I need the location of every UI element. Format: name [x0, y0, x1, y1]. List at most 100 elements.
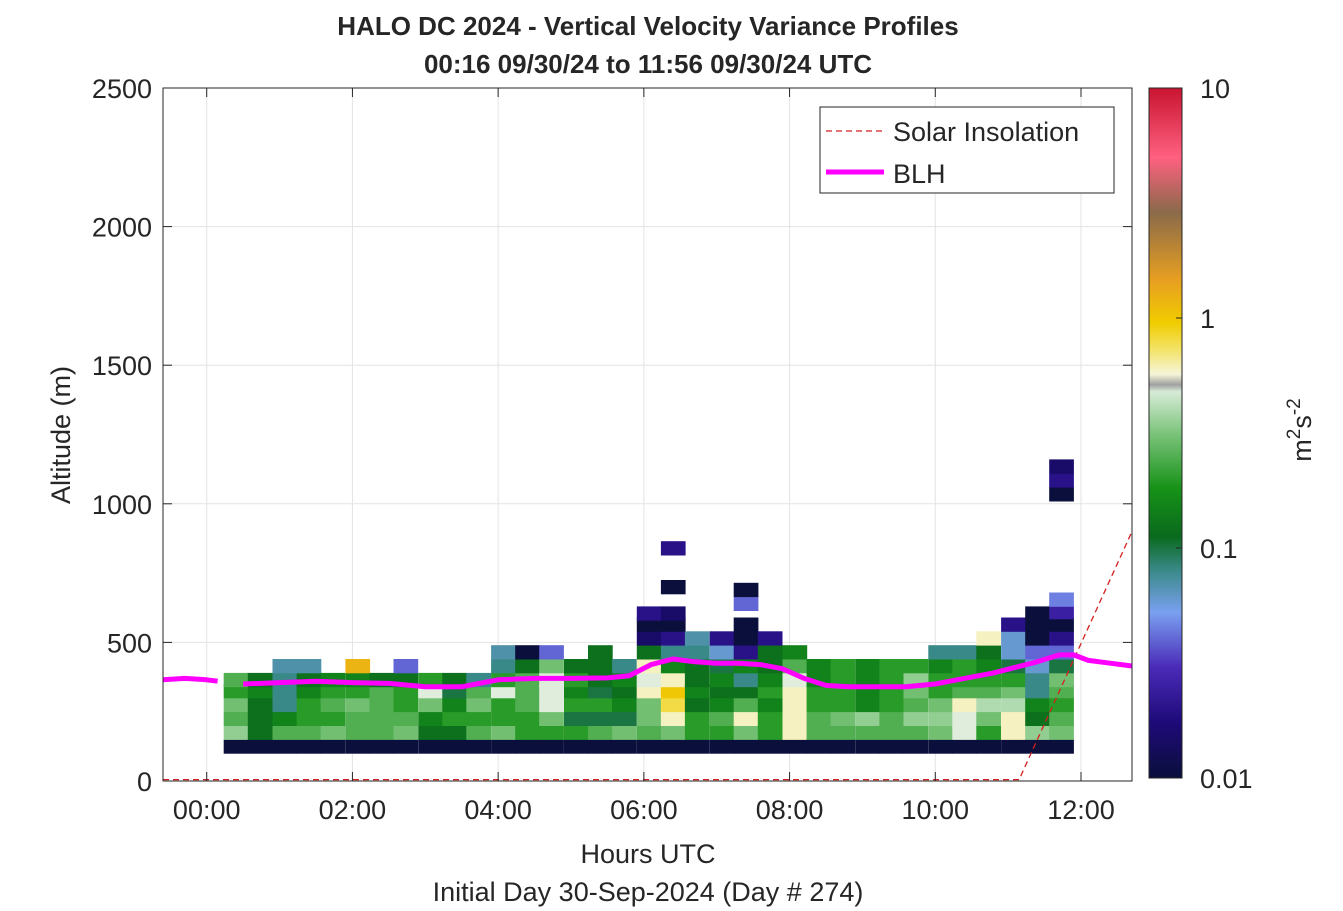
- heatmap-cell: [830, 739, 856, 754]
- heatmap-cell: [1025, 631, 1050, 646]
- heatmap-cells: [223, 459, 1074, 754]
- heatmap-cell: [539, 684, 564, 699]
- heatmap-cell: [345, 659, 371, 674]
- heatmap-cell: [272, 739, 298, 754]
- colorbar: 10 1 0.1 0.01 m2s-2: [1148, 74, 1317, 794]
- heatmap-cell: [928, 645, 953, 660]
- heatmap-cell: [782, 684, 808, 699]
- heatmap-cell: [855, 659, 881, 674]
- heatmap-cell: [296, 711, 322, 726]
- heatmap-cell: [636, 631, 662, 646]
- heatmap-cell: [612, 684, 637, 699]
- x-tick-label: 10:00: [901, 795, 969, 825]
- heatmap-cell: [320, 725, 346, 740]
- heatmap-cell: [733, 631, 759, 646]
- heatmap-cell: [223, 711, 249, 726]
- legend-solar-label: Solar Insolation: [893, 117, 1079, 147]
- heatmap-cell: [636, 606, 662, 621]
- heatmap-cell: [491, 659, 516, 674]
- heatmap-cell: [976, 739, 1001, 754]
- colorbar-gradient: [1148, 87, 1183, 779]
- heatmap-cell: [1025, 606, 1050, 621]
- heatmap-cell: [612, 711, 637, 726]
- heatmap-cell: [952, 645, 977, 660]
- colorbar-ticks: 10 1 0.1 0.01: [1176, 74, 1253, 794]
- x-tick-label: 00:00: [173, 795, 241, 825]
- heatmap-cell: [1049, 459, 1074, 474]
- heatmap-cell: [660, 739, 686, 754]
- heatmap-cell: [1025, 739, 1050, 754]
- heatmap-cell: [879, 725, 905, 740]
- heatmap-cell: [588, 684, 613, 699]
- heatmap-cell: [660, 711, 686, 726]
- x-tick-label: 06:00: [610, 795, 678, 825]
- y-tick-label: 1000: [92, 490, 152, 520]
- heatmap-cell: [1001, 697, 1026, 713]
- heatmap-cell: [928, 697, 953, 713]
- x-tick-label: 12:00: [1047, 795, 1115, 825]
- heatmap-cell: [879, 711, 905, 726]
- heatmap-cell: [1001, 631, 1026, 646]
- heatmap-cell: [272, 659, 298, 674]
- colorbar-tick-label: 10: [1200, 74, 1230, 104]
- heatmap-cell: [442, 739, 467, 754]
- heatmap-cell: [418, 697, 443, 713]
- heatmap-cell: [757, 684, 783, 699]
- heatmap-cell: [684, 739, 710, 754]
- heatmap-cell: [393, 711, 419, 726]
- heatmap-cell: [1025, 617, 1050, 632]
- heatmap-cell: [296, 684, 322, 699]
- heatmap-cell: [903, 725, 929, 740]
- heatmap-cell: [903, 739, 929, 754]
- heatmap-cell: [782, 739, 808, 754]
- heatmap-cell: [684, 711, 710, 726]
- heatmap-cell: [830, 711, 856, 726]
- heatmap-cell: [782, 711, 808, 726]
- heatmap-cell: [1025, 711, 1050, 726]
- heatmap-cell: [515, 739, 540, 754]
- heatmap-cell: [928, 659, 953, 674]
- heatmap-cell: [757, 631, 783, 646]
- heatmap-cell: [660, 672, 686, 688]
- legend: Solar Insolation BLH: [819, 106, 1115, 194]
- heatmap-cell: [223, 684, 249, 699]
- heatmap-cell: [247, 725, 273, 740]
- heatmap-cell: [660, 725, 686, 740]
- heatmap-cell: [757, 645, 783, 660]
- heatmap-cell: [928, 711, 953, 726]
- heatmap-cell: [564, 684, 589, 699]
- heatmap-cell: [636, 697, 662, 713]
- heatmap-cell: [660, 697, 686, 713]
- heatmap-cell: [296, 659, 322, 674]
- heatmap-cell: [369, 711, 395, 726]
- x-axis-label: Hours UTC: [580, 839, 715, 869]
- heatmap-cell: [539, 659, 564, 674]
- heatmap-cell: [660, 684, 686, 699]
- x-axis-ticks: 00:00 02:00 04:00 06:00 08:00 10:00 12:00: [173, 88, 1115, 825]
- heatmap-cell: [539, 711, 564, 726]
- heatmap-cell: [588, 697, 613, 713]
- heatmap-cell: [757, 739, 783, 754]
- heatmap-cell: [684, 645, 710, 660]
- blh-line: [162, 675, 218, 684]
- heatmap-cell: [928, 684, 953, 699]
- heatmap-cell: [855, 697, 881, 713]
- heatmap-cell: [296, 739, 322, 754]
- heatmap-cell: [369, 725, 395, 740]
- heatmap-cell: [345, 725, 371, 740]
- heatmap-cell: [320, 739, 346, 754]
- heatmap-cell: [757, 725, 783, 740]
- heatmap-cell: [272, 684, 298, 699]
- heatmap-cell: [223, 672, 249, 688]
- heatmap-cell: [636, 684, 662, 699]
- heatmap-cell: [879, 739, 905, 754]
- legend-blh-label: BLH: [893, 159, 946, 189]
- heatmap-cell: [1049, 725, 1074, 740]
- heatmap-cell: [976, 725, 1001, 740]
- heatmap-cell: [564, 659, 589, 674]
- heatmap-cell: [1049, 631, 1074, 646]
- heatmap-cell: [320, 711, 346, 726]
- heatmap-cell: [1001, 711, 1026, 726]
- heatmap-cell: [1025, 645, 1050, 660]
- heatmap-cell: [757, 697, 783, 713]
